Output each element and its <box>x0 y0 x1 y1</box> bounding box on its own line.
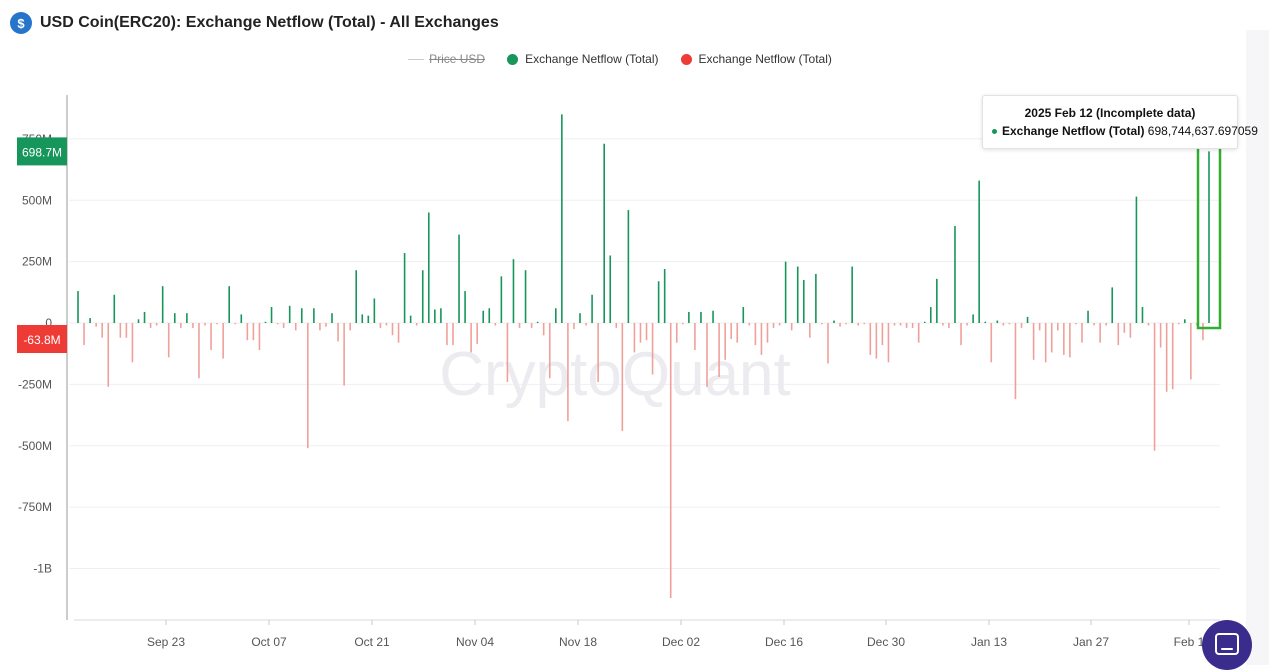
legend-item-netflow-negative[interactable]: Exchange Netflow (Total) <box>680 52 832 66</box>
current-positive-label-bg <box>17 137 67 166</box>
x-tick-label: Oct 21 <box>354 635 390 649</box>
tooltip-series-row: Exchange Netflow (Total) 698,744,637.697… <box>992 124 1258 138</box>
legend-item-price-usd[interactable]: Price USD <box>408 52 485 66</box>
red-dot-icon <box>680 53 692 65</box>
line-swatch-icon <box>408 58 425 60</box>
side-panel <box>1246 30 1269 665</box>
chart-tooltip: 2025 Feb 12 (Incomplete data) Exchange N… <box>982 95 1258 149</box>
chat-support-button[interactable] <box>1202 620 1252 670</box>
y-tick-label: -250M <box>18 377 52 391</box>
current-negative-label: -63.8M <box>23 333 60 347</box>
x-tick-label: Feb 1 <box>1174 635 1205 649</box>
chart-header: $ USD Coin(ERC20): Exchange Netflow (Tot… <box>10 10 499 36</box>
y-tick-label: -1B <box>33 562 52 576</box>
tooltip-note: (Incomplete data) <box>1096 106 1196 120</box>
netflow-chart[interactable]: 750M500M250M0-250M-500M-750M-1BCryptoQua… <box>0 0 1245 665</box>
chart-title: USD Coin(ERC20): Exchange Netflow (Total… <box>40 14 499 31</box>
tooltip-series-name: Exchange Netflow (Total) <box>1002 124 1145 138</box>
tooltip-date: 2025 Feb 12 <box>1024 106 1093 120</box>
x-tick-label: Dec 16 <box>765 635 803 649</box>
legend-label-netflow-negative: Exchange Netflow (Total) <box>698 52 832 66</box>
y-tick-label: -750M <box>18 500 52 514</box>
y-tick-label: 250M <box>22 255 52 269</box>
y-tick-label: -500M <box>18 439 52 453</box>
tooltip-date-line: 2025 Feb 12 (Incomplete data) <box>983 106 1237 120</box>
chat-icon <box>1215 633 1239 655</box>
x-tick-label: Nov 04 <box>456 635 494 649</box>
x-tick-label: Oct 07 <box>251 635 287 649</box>
legend-item-netflow-positive[interactable]: Exchange Netflow (Total) <box>507 52 659 66</box>
legend-label-netflow-positive: Exchange Netflow (Total) <box>525 52 659 66</box>
chart-legend: Price USD Exchange Netflow (Total) Excha… <box>0 52 1240 66</box>
tooltip-value: 698,744,637.697059 <box>1147 124 1258 138</box>
x-tick-label: Dec 30 <box>867 635 905 649</box>
green-dot-icon <box>992 129 997 135</box>
x-tick-label: Jan 13 <box>971 635 1007 649</box>
y-tick-label: 500M <box>22 193 52 207</box>
watermark-text: CryptoQuant <box>439 340 791 409</box>
green-dot-icon <box>507 53 519 65</box>
x-tick-label: Jan 27 <box>1073 635 1109 649</box>
x-tick-label: Sep 23 <box>147 635 185 649</box>
current-positive-label: 698.7M <box>22 145 62 159</box>
legend-label-price-usd: Price USD <box>429 52 486 66</box>
y-tick-label: 0 <box>45 316 52 330</box>
current-negative-label-bg <box>17 325 67 353</box>
usdc-logo-icon: $ <box>10 12 32 34</box>
x-tick-label: Nov 18 <box>559 635 597 649</box>
x-tick-label: Dec 02 <box>662 635 700 649</box>
